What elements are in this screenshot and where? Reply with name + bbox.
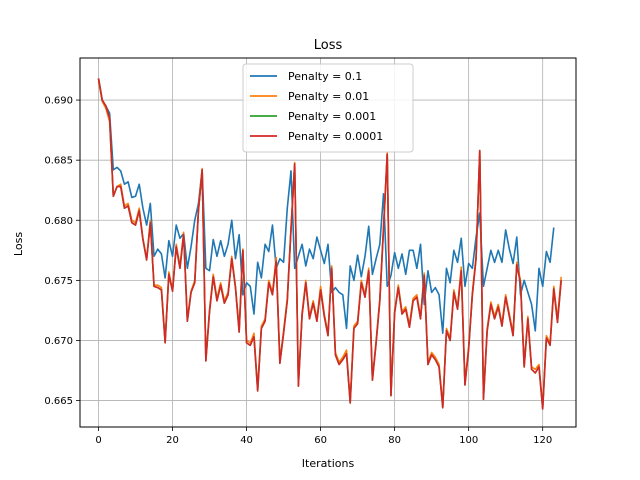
x-tick-label: 60 [314,435,327,446]
y-tick-label: 0.685 [44,156,73,167]
y-tick-label: 0.675 [44,276,73,287]
x-tick-label: 0 [95,435,101,446]
legend-box [242,63,414,153]
series-line-3 [97,78,562,410]
x-axis-label: Iterations [302,457,355,470]
x-tick-label: 120 [533,435,552,446]
y-tick-label: 0.680 [44,216,73,227]
chart-title: Loss [314,38,343,53]
plot-area-frame [79,57,577,428]
series-lines [97,78,562,410]
legend-label-3: Penalty = 0.0001 [288,130,383,143]
x-tick-label: 80 [388,435,401,446]
x-tick-label: 40 [240,435,253,446]
y-tick-label: 0.665 [44,396,73,407]
x-tick-label: 100 [459,435,478,446]
legend-label-0: Penalty = 0.1 [288,70,362,83]
legend-label-2: Penalty = 0.001 [288,110,376,123]
legend: Penalty = 0.1 Penalty = 0.01 Penalty = 0.0… [242,63,414,153]
y-axis-ticks: 0.665 0.670 0.675 0.680 0.685 0.690 [44,96,80,407]
x-tick-label: 20 [166,435,179,446]
y-tick-label: 0.670 [44,336,73,347]
legend-label-1: Penalty = 0.01 [288,90,369,103]
y-axis-label: Loss [12,232,25,256]
y-tick-label: 0.690 [44,96,73,107]
x-axis-ticks: 0 20 40 60 80 100 120 [95,427,552,446]
